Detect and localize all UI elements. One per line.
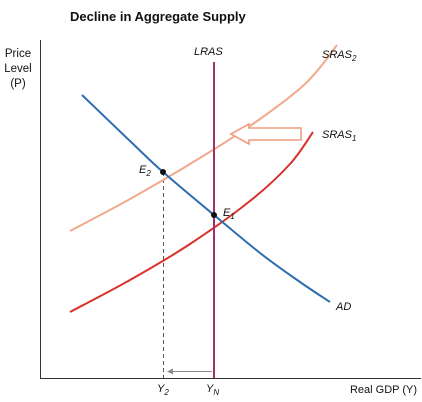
y-axis-label-line2: Level xyxy=(4,63,32,75)
sras2-label-base: SRAS xyxy=(322,49,353,61)
ad-label: AD xyxy=(335,301,351,313)
sras2-curve xyxy=(69,44,338,232)
x-tick-yn-sub: N xyxy=(213,388,219,397)
sras1-curve xyxy=(69,131,314,313)
sras1-label-sub: 1 xyxy=(352,134,356,143)
e1-point xyxy=(211,212,217,218)
sras1-label: SRAS1 xyxy=(322,129,356,143)
e1-label: E1 xyxy=(223,207,235,221)
y-axis-label-line1: Price xyxy=(5,48,31,60)
lras-label: LRAS xyxy=(194,46,223,58)
x-tick-y2-base: Y xyxy=(157,383,165,395)
supply-shift-arrow xyxy=(229,122,302,146)
e1-label-base: E xyxy=(223,207,231,219)
y-axis-label-line3: (P) xyxy=(10,78,26,90)
ad-curve xyxy=(81,94,331,303)
sras1-label-base: SRAS xyxy=(322,129,353,141)
x-tick-yn-base: Y xyxy=(206,383,214,395)
x-axis-label: Real GDP (Y) xyxy=(350,384,417,396)
y-shift-arrow xyxy=(167,368,212,375)
x-tick-y2: Y2 xyxy=(157,383,169,397)
e1-label-sub: 1 xyxy=(230,212,234,221)
e2-point xyxy=(160,169,166,175)
sras2-label: SRAS2 xyxy=(322,49,357,63)
chart-title: Decline in Aggregate Supply xyxy=(70,9,247,24)
x-tick-yn: YN xyxy=(206,383,219,397)
sras2-label-sub: 2 xyxy=(351,54,357,63)
e2-label-sub: 2 xyxy=(145,169,151,178)
x-tick-y2-sub: 2 xyxy=(163,388,169,397)
e2-label: E2 xyxy=(139,164,151,178)
e2-label-base: E xyxy=(139,164,147,176)
